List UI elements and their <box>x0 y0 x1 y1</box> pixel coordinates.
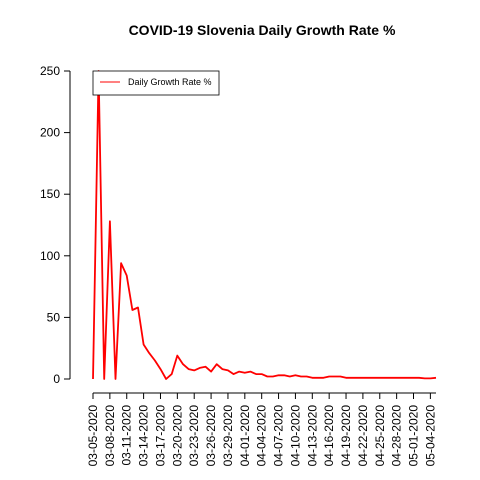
x-tick-label: 04-25-2020 <box>373 405 387 467</box>
y-tick-label: 100 <box>40 249 60 263</box>
series-layer <box>92 70 437 380</box>
x-tick-label: 04-07-2020 <box>272 405 286 467</box>
x-tick-label: 04-13-2020 <box>305 405 319 467</box>
x-tick-label: 04-22-2020 <box>356 405 370 467</box>
y-tick-label: 200 <box>40 126 60 140</box>
y-tick-label: 150 <box>40 187 60 201</box>
x-tick-label: 03-23-2020 <box>187 405 201 467</box>
x-tick-label: 04-04-2020 <box>255 405 269 467</box>
legend-label: Daily Growth Rate % <box>128 77 212 87</box>
x-tick-label: 03-14-2020 <box>137 405 151 467</box>
x-tick-label: 05-04-2020 <box>423 405 437 467</box>
x-tick-label: 04-10-2020 <box>288 405 302 467</box>
x-tick-label: 03-29-2020 <box>221 405 235 467</box>
x-tick-label: 03-26-2020 <box>204 405 218 467</box>
x-tick-label: 03-08-2020 <box>103 405 117 467</box>
x-tick-label: 03-17-2020 <box>153 405 167 467</box>
x-tick-label: 04-19-2020 <box>339 405 353 467</box>
legend-box <box>92 70 220 96</box>
chart-title: COVID-19 Slovenia Daily Growth Rate % <box>129 22 396 38</box>
axes: 0 50 100 150 200 250 03-05-2020 03-08-2020 03-11… <box>40 64 437 466</box>
y-tick-label: 0 <box>53 372 60 386</box>
x-tick-label: 04-16-2020 <box>322 405 336 467</box>
x-tick-label: 04-01-2020 <box>238 405 252 467</box>
x-tick-label: 03-20-2020 <box>170 405 184 467</box>
x-tick-label: 04-28-2020 <box>390 405 404 467</box>
series-line <box>92 70 437 380</box>
y-tick-label: 50 <box>47 310 61 324</box>
legend: Daily Growth Rate % <box>92 70 220 96</box>
x-tick-label: 05-01-2020 <box>407 405 421 467</box>
y-tick-label: 250 <box>40 64 60 78</box>
x-tick-label: 03-11-2020 <box>120 405 134 466</box>
x-tick-label: 03-05-2020 <box>86 405 100 467</box>
